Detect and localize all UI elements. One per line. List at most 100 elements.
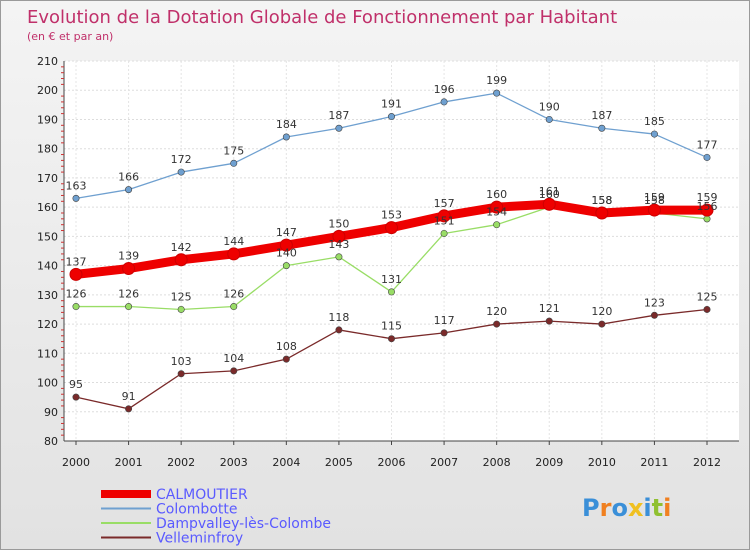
data-point [440, 329, 448, 337]
data-point [177, 370, 185, 378]
data-label: 104 [223, 352, 244, 365]
data-label: 126 [66, 288, 87, 301]
data-label: 103 [171, 355, 192, 368]
plot-background [64, 61, 739, 441]
data-label: 160 [486, 188, 507, 201]
data-label: 142 [171, 241, 192, 254]
legend-label: Velleminfroy [156, 531, 243, 547]
data-label: 125 [697, 290, 718, 303]
data-label: 159 [697, 191, 718, 204]
data-point [700, 203, 714, 217]
x-tick-label: 2002 [167, 456, 195, 469]
data-labels: 163 166 172 175 184 187 191 196 199 190 187 185 177 9… [66, 74, 718, 403]
logo-letter: i [643, 494, 651, 522]
y-tick-label: 160 [37, 201, 58, 214]
proxiti-logo-text: Proxiti [582, 494, 671, 522]
logo-letter: o [611, 494, 628, 522]
x-tick-label: 2007 [430, 456, 458, 469]
data-point [595, 206, 609, 220]
data-point [125, 303, 133, 311]
data-point [493, 320, 501, 328]
data-label: 190 [539, 100, 560, 113]
data-label: 160 [539, 188, 560, 201]
x-tick-label: 2001 [115, 456, 143, 469]
data-label: 143 [328, 238, 349, 251]
data-label: 159 [644, 191, 665, 204]
x-tick-label: 2006 [378, 456, 406, 469]
y-tick-label: 210 [37, 55, 58, 68]
data-label: 187 [591, 109, 612, 122]
x-tick-label: 2012 [693, 456, 721, 469]
data-point [282, 262, 290, 270]
data-label: 158 [644, 194, 665, 207]
data-point [335, 326, 343, 334]
data-point [122, 262, 136, 276]
data-point [125, 405, 133, 413]
x-tick-label: 2000 [62, 456, 90, 469]
data-point [230, 159, 238, 167]
logo-letter: i [663, 494, 671, 522]
data-point [437, 209, 451, 223]
data-label: 91 [122, 390, 136, 403]
data-point [490, 200, 504, 214]
chart-subtitle: (en € et par an) [27, 30, 113, 43]
data-label: 115 [381, 320, 402, 333]
logo-letter: r [600, 494, 612, 522]
data-point [177, 168, 185, 176]
y-tick-label: 150 [37, 230, 58, 243]
data-point [440, 229, 448, 237]
data-label: 120 [486, 305, 507, 318]
data-point [230, 367, 238, 375]
data-label: 95 [69, 378, 83, 391]
data-point [493, 89, 501, 97]
y-tick-label: 100 [37, 377, 58, 390]
data-label: 187 [328, 109, 349, 122]
data-point [335, 124, 343, 132]
data-point [69, 267, 83, 281]
data-label: 144 [223, 235, 244, 248]
x-tick-label: 2004 [272, 456, 300, 469]
data-point [703, 153, 711, 161]
data-point [174, 253, 188, 267]
data-point [598, 124, 606, 132]
data-point [493, 221, 501, 229]
data-point [703, 215, 711, 223]
data-label: 158 [591, 194, 612, 207]
data-point [545, 115, 553, 123]
data-point [385, 221, 398, 235]
data-label: 172 [171, 153, 192, 166]
data-point [650, 311, 658, 319]
data-label: 126 [223, 288, 244, 301]
data-label: 108 [276, 340, 297, 353]
data-point [545, 317, 553, 325]
data-label: 196 [434, 83, 455, 96]
x-tick-label: 2008 [483, 456, 511, 469]
data-label: 184 [276, 118, 297, 131]
y-tick-label: 200 [37, 84, 58, 97]
data-point [72, 303, 80, 311]
data-point [230, 303, 238, 311]
data-label: 163 [66, 179, 87, 192]
data-label: 117 [434, 314, 455, 327]
y-tick-label: 110 [37, 347, 58, 360]
x-tick-label: 2003 [220, 456, 248, 469]
data-label: 131 [381, 273, 402, 286]
series-group [69, 89, 714, 413]
y-tick-label: 80 [44, 435, 58, 448]
legend-label: Dampvalley-lès-Colombe [156, 516, 331, 532]
y-tick-label: 90 [44, 406, 58, 419]
data-point [647, 203, 661, 217]
data-label: 125 [171, 290, 192, 303]
data-label: 126 [118, 288, 139, 301]
data-label: 120 [591, 305, 612, 318]
data-label: 185 [644, 115, 665, 128]
data-label: 154 [486, 206, 507, 219]
y-axis-ticks: 80 90 100 110 120 130 140 150 160 170 180 190 200 210 [37, 55, 64, 448]
data-label: 161 [539, 185, 560, 198]
x-axis-ticks: 2000 2001 2002 2003 2004 2005 2006 2007 2008 2009… [62, 441, 721, 469]
y-tick-label: 180 [37, 143, 58, 156]
logo-letter: t [652, 494, 663, 522]
legend: CALMOUTIERColombotteDampvalley-lès-Colom… [101, 487, 331, 547]
data-point [177, 305, 185, 313]
